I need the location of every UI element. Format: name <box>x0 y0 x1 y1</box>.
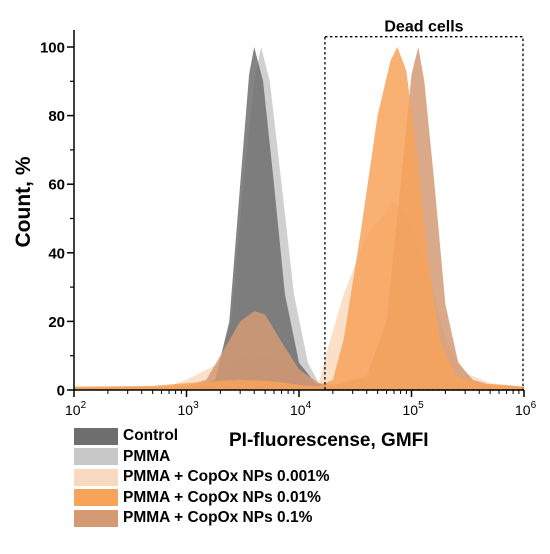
x-tick-label: 104 <box>290 400 312 418</box>
y-tick-label: 20 <box>48 314 65 331</box>
series-area-pmma <box>74 47 524 390</box>
axes: 0 20 40 60 80 100 102 103 104 105 106 <box>40 30 537 418</box>
legend-item-np-0001: PMMA + CopOx NPs 0.001% <box>74 467 330 488</box>
legend-swatch <box>74 427 118 445</box>
legend-item-np-01: PMMA + CopOx NPs 0.1% <box>74 508 330 529</box>
x-axis-title: PI-fluorescense, GMFI <box>229 430 429 451</box>
legend-item-pmma: PMMA <box>74 447 330 468</box>
legend-label: PMMA + CopOx NPs 0.1% <box>123 509 313 527</box>
y-tick-label: 40 <box>48 245 65 262</box>
legend-swatch <box>74 489 118 507</box>
legend-item-control: Control <box>74 426 330 447</box>
x-tick-label: 102 <box>65 400 87 418</box>
legend-label: PMMA + CopOx NPs 0.01% <box>123 488 321 506</box>
x-tick-label: 103 <box>178 400 200 418</box>
legend-swatch <box>74 509 118 527</box>
series-layer <box>74 47 524 390</box>
legend-label: PMMA <box>123 447 171 465</box>
legend-swatch <box>74 448 118 466</box>
legend: Control PMMA PMMA + CopOx NPs 0.001% PMM… <box>74 426 330 529</box>
y-tick-label: 60 <box>48 177 65 194</box>
legend-label: Control <box>123 427 179 445</box>
y-tick-label: 80 <box>48 108 65 125</box>
series-area-pmma-copox-nps-0-01 <box>74 47 524 390</box>
y-axis-title: Count, % <box>12 156 35 247</box>
legend-swatch <box>74 468 118 486</box>
y-tick-label: 100 <box>40 40 65 57</box>
x-tick-label: 106 <box>515 400 537 418</box>
y-tick-label: 0 <box>57 383 65 400</box>
legend-label: PMMA + CopOx NPs 0.001% <box>123 468 330 486</box>
dead-cells-label: Dead cells <box>384 19 463 36</box>
legend-item-np-001: PMMA + CopOx NPs 0.01% <box>74 488 330 509</box>
x-tick-label: 105 <box>403 400 425 418</box>
